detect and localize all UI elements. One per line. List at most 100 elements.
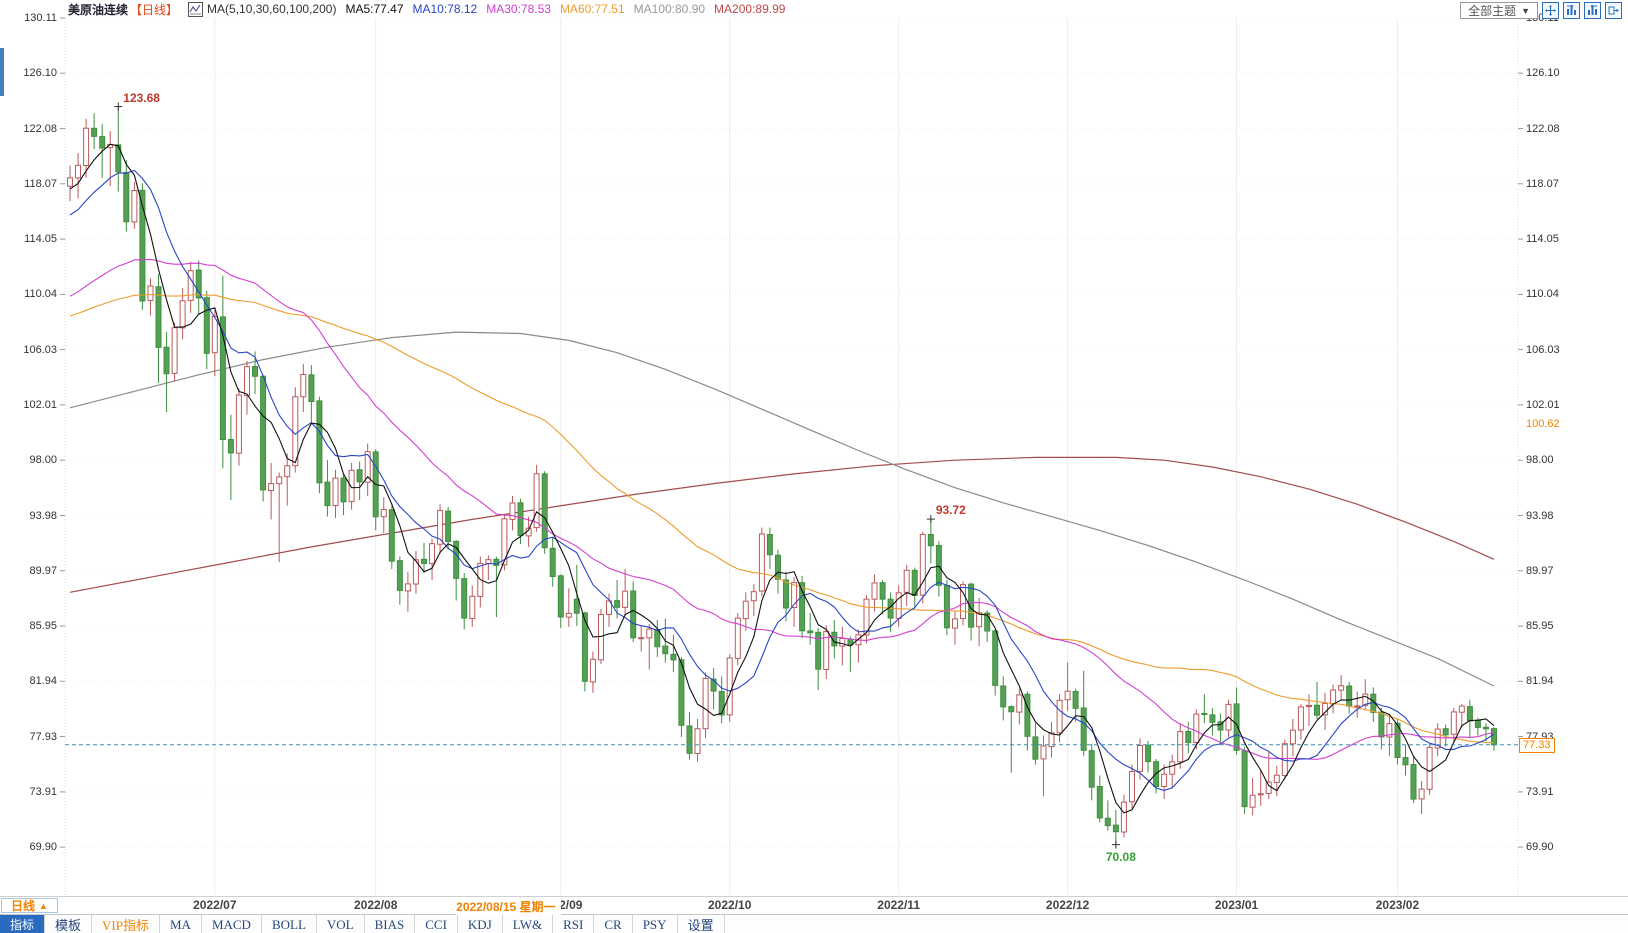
y-axis-label: 106.03 xyxy=(23,343,57,356)
candle-body xyxy=(541,473,548,549)
x-axis-bar: 日线 ▲ 2022/08/15 星期一 2022/07 2022/08 2022/0… xyxy=(0,896,1628,915)
candle-body xyxy=(1474,719,1481,728)
candle-body xyxy=(1450,711,1457,735)
period-selector[interactable]: 日线 ▲ xyxy=(1,898,58,913)
chart-image-icon[interactable] xyxy=(188,1,204,17)
y-axis-label: 69.90 xyxy=(29,841,57,854)
y-axis-label: 114.05 xyxy=(1526,233,1559,246)
export-chart-icon[interactable] xyxy=(1605,2,1622,19)
ma-line-ma10 xyxy=(69,169,1495,791)
candle-body xyxy=(960,584,966,619)
tab-boll[interactable]: BOLL xyxy=(262,915,317,933)
tab-templates[interactable]: 模板 xyxy=(45,915,93,933)
tab-psy[interactable]: PSY xyxy=(633,915,678,933)
x-axis-label: 2023/01 xyxy=(1214,898,1259,912)
side-panel-handle[interactable] xyxy=(0,48,4,96)
candle-body xyxy=(750,591,757,602)
y-axis-label: 85.95 xyxy=(29,620,57,633)
crosshair-date-label: 2022/08/15 星期一 xyxy=(456,898,561,915)
triangle-up-icon: ▲ xyxy=(39,900,48,911)
candle-body xyxy=(1330,689,1337,705)
candle-body xyxy=(1426,746,1433,790)
candle-body xyxy=(195,269,202,299)
y-axis-label: 81.94 xyxy=(29,675,57,688)
candle-body xyxy=(1466,706,1473,722)
symbol-name: 美原油连续 xyxy=(68,2,129,17)
candle-body xyxy=(308,374,315,402)
tab-rsi[interactable]: RSI xyxy=(553,915,595,933)
ma-group-label: MA(5,10,30,60,100,200) xyxy=(207,2,337,16)
candle-body xyxy=(1346,685,1353,707)
candle-body xyxy=(324,481,331,507)
candle-body xyxy=(1386,723,1393,738)
tab-vol[interactable]: VOL xyxy=(317,915,365,933)
tab-ma[interactable]: MA xyxy=(160,915,202,933)
candle-body xyxy=(1096,786,1103,819)
x-axis-label: 2023/02 xyxy=(1375,898,1420,912)
candle-body xyxy=(694,728,701,755)
tab-cci[interactable]: CCI xyxy=(415,915,458,933)
tab-macd[interactable]: MACD xyxy=(202,915,262,933)
candle-body xyxy=(75,164,81,179)
candle-body xyxy=(1145,744,1152,763)
tab-kdj[interactable]: KDJ xyxy=(458,915,503,933)
candle-body xyxy=(622,590,629,608)
candle-body xyxy=(742,600,749,620)
tab-lwr[interactable]: LW& xyxy=(503,915,554,933)
period-label: 【日线】 xyxy=(130,2,179,17)
candle-body xyxy=(968,583,975,628)
candle-body xyxy=(1161,773,1168,788)
candle-body xyxy=(1000,685,1007,708)
candle-body xyxy=(1289,729,1296,745)
chart-plot-area[interactable] xyxy=(0,0,1628,896)
candle-body xyxy=(863,598,870,636)
y-axis-label: 126.10 xyxy=(23,67,57,80)
price-annotation: 93.72 xyxy=(935,503,966,518)
candle-body xyxy=(268,483,275,492)
candle-body xyxy=(807,630,814,634)
pan-icon[interactable] xyxy=(1542,2,1559,19)
y-axis-label: 81.94 xyxy=(1526,675,1554,688)
candle-body xyxy=(1016,694,1023,713)
compress-chart-icon[interactable] xyxy=(1563,2,1580,19)
tab-cr[interactable]: CR xyxy=(594,915,633,933)
candle-body xyxy=(421,558,427,564)
tab-indicators[interactable]: 指标 xyxy=(0,915,46,933)
candle-body xyxy=(686,725,693,754)
candle-body xyxy=(252,366,258,377)
candle-body xyxy=(1458,705,1465,713)
candle-body xyxy=(91,127,98,137)
candle-body xyxy=(1241,750,1248,808)
candle-body xyxy=(227,439,234,454)
candle-body xyxy=(469,595,476,619)
candle-body xyxy=(147,285,154,301)
tab-vip[interactable]: VIP指标 xyxy=(92,915,160,933)
candle-body xyxy=(437,510,444,545)
candle-body xyxy=(919,533,926,596)
candle-body xyxy=(984,612,991,632)
y-axis-label: 89.97 xyxy=(1526,564,1554,577)
candle-body xyxy=(1120,801,1127,833)
candle-body xyxy=(203,297,210,354)
candle-body xyxy=(316,400,323,484)
tab-bias[interactable]: BIAS xyxy=(365,915,416,933)
candle-body xyxy=(766,534,773,556)
theme-dropdown-button[interactable]: 全部主题 ▼ xyxy=(1460,2,1538,19)
tab-settings[interactable]: 设置 xyxy=(678,915,725,933)
candle-body xyxy=(1314,704,1320,716)
ma-value: MA100:80.90 xyxy=(633,2,706,16)
candle-body xyxy=(871,582,878,600)
ma-value: MA200:89.99 xyxy=(714,2,786,16)
candle-body xyxy=(935,545,942,586)
expand-chart-icon[interactable] xyxy=(1584,2,1601,19)
candle-body xyxy=(1233,703,1240,751)
candle-body xyxy=(1040,745,1047,760)
candle-body xyxy=(1129,771,1135,803)
candle-body xyxy=(445,510,452,543)
candle-body xyxy=(67,177,73,187)
candle-body xyxy=(356,469,363,483)
candle-body xyxy=(630,590,637,639)
candle-body xyxy=(646,628,653,639)
candle-body xyxy=(99,136,106,149)
candle-body xyxy=(573,598,580,614)
